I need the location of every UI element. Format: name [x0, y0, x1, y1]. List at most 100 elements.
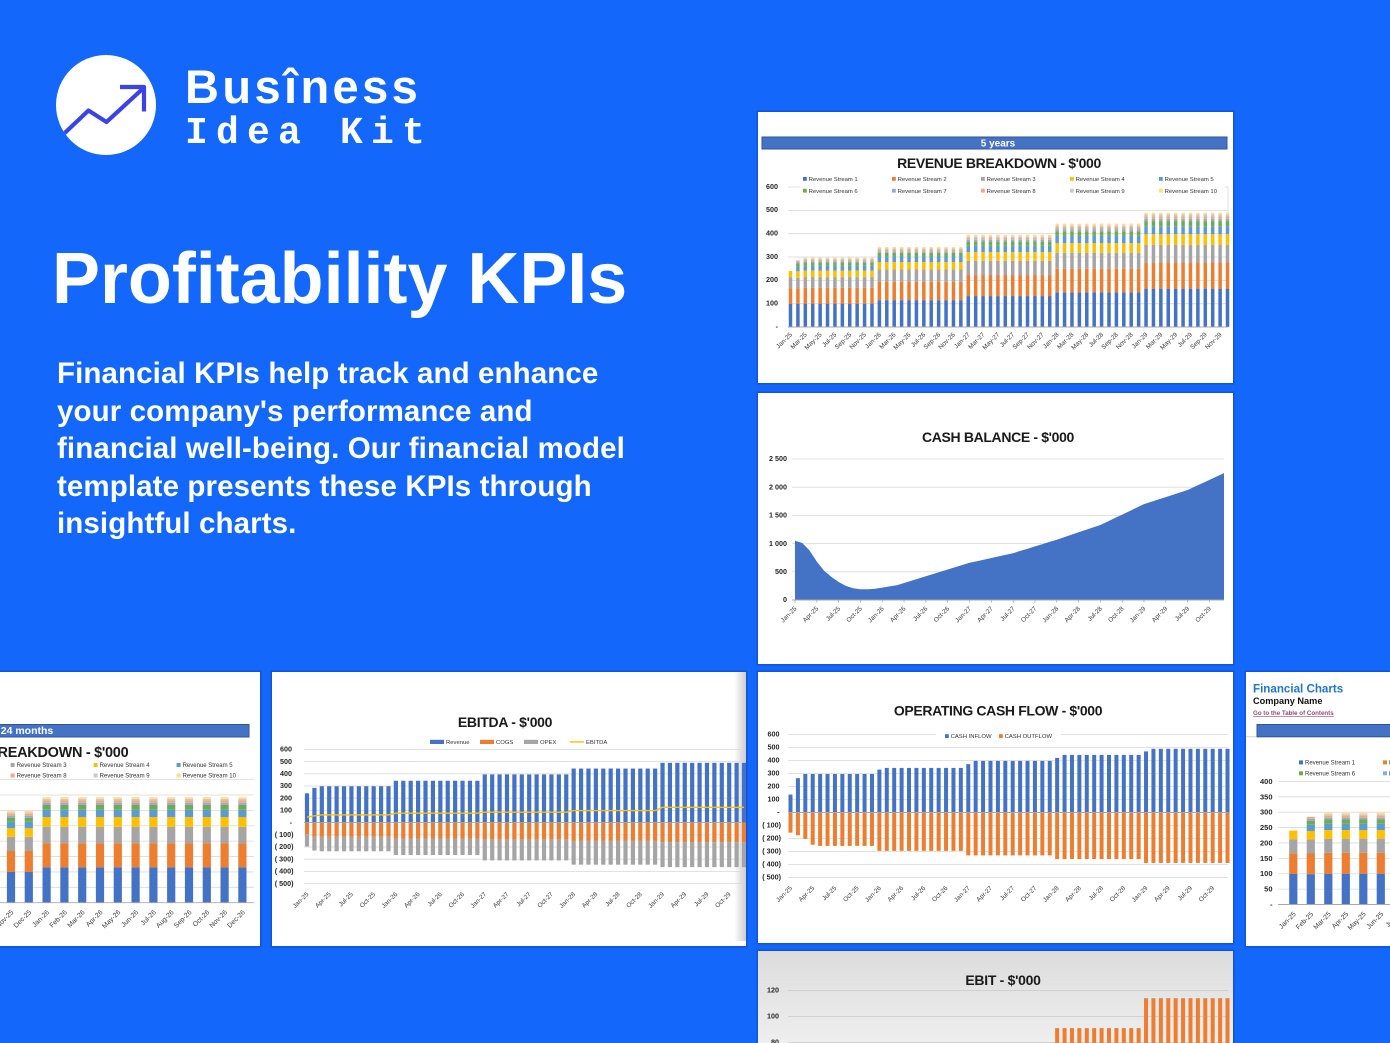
- svg-text:Apr-26: Apr-26: [889, 605, 908, 624]
- svg-text:400: 400: [1260, 777, 1273, 786]
- svg-text:Apr-26: Apr-26: [887, 885, 906, 904]
- svg-text:( 300): ( 300): [762, 847, 781, 856]
- svg-text:EBITDA: EBITDA: [586, 740, 607, 746]
- svg-text:Apr-27: Apr-27: [976, 605, 995, 624]
- svg-text:500: 500: [280, 757, 292, 766]
- svg-text:Oct-27: Oct-27: [1020, 605, 1039, 624]
- svg-text:300: 300: [280, 781, 292, 790]
- svg-text:( 500): ( 500): [762, 873, 781, 882]
- svg-text:Sep-26: Sep-26: [173, 909, 194, 930]
- svg-text:Revenue Stream 3: Revenue Stream 3: [17, 763, 68, 769]
- svg-text:400: 400: [766, 228, 778, 237]
- svg-text:Revenue Stream 3: Revenue Stream 3: [987, 177, 1037, 183]
- svg-text:Nov-27: Nov-27: [1026, 331, 1046, 351]
- svg-text:( 200): ( 200): [762, 834, 781, 843]
- svg-text:Nov-26: Nov-26: [209, 909, 230, 930]
- svg-text:CASH BALANCE - $'000: CASH BALANCE - $'000: [922, 429, 1074, 445]
- svg-text:Revenue Stream 9: Revenue Stream 9: [100, 774, 151, 780]
- svg-text:Oct-26: Oct-26: [931, 885, 950, 904]
- svg-text:Dec-25: Dec-25: [13, 909, 34, 930]
- svg-text:Jun-26: Jun-26: [120, 909, 140, 929]
- svg-text:200: 200: [768, 782, 780, 791]
- svg-text:100: 100: [766, 298, 778, 307]
- svg-text:Jan-26: Jan-26: [867, 605, 886, 624]
- svg-text:0: 0: [783, 595, 787, 604]
- svg-text:Nov-29: Nov-29: [1204, 331, 1224, 351]
- svg-text:Jul-25: Jul-25: [1385, 911, 1390, 929]
- svg-text:CASH OUTFLOW: CASH OUTFLOW: [1005, 734, 1053, 740]
- svg-text:( 400): ( 400): [762, 860, 781, 869]
- svg-text:Jan-28: Jan-28: [1042, 885, 1061, 904]
- svg-text:Dec-26: Dec-26: [226, 909, 247, 930]
- svg-text:400: 400: [280, 769, 292, 778]
- svg-text:Revenue Stream 8: Revenue Stream 8: [987, 189, 1037, 195]
- svg-text:120: 120: [767, 986, 779, 995]
- svg-text:-: -: [776, 322, 779, 331]
- svg-text:Oct-28: Oct-28: [1109, 885, 1128, 904]
- svg-text:Oct-29: Oct-29: [1198, 885, 1217, 904]
- svg-text:( 500): ( 500): [275, 879, 294, 888]
- svg-text:300: 300: [768, 769, 780, 778]
- svg-text:500: 500: [768, 743, 780, 752]
- svg-text:350: 350: [1260, 792, 1273, 801]
- svg-text:Jul-29: Jul-29: [1174, 605, 1192, 623]
- svg-text:2 500: 2 500: [769, 454, 787, 463]
- svg-text:1 500: 1 500: [769, 511, 787, 520]
- svg-text:Mar-26: Mar-26: [66, 909, 86, 929]
- svg-text:Apr-29: Apr-29: [1151, 605, 1170, 624]
- svg-text:Revenue Stream 2: Revenue Stream 2: [898, 177, 947, 183]
- svg-text:Feb-26: Feb-26: [49, 909, 69, 929]
- svg-text:Revenue Stream 6: Revenue Stream 6: [809, 189, 859, 195]
- svg-text:500: 500: [766, 205, 778, 214]
- svg-text:Jul-27: Jul-27: [999, 885, 1017, 903]
- svg-text:Oct-27: Oct-27: [1020, 885, 1039, 904]
- svg-text:200: 200: [1260, 838, 1273, 847]
- svg-text:May-28: May-28: [1070, 331, 1090, 351]
- svg-text:600: 600: [280, 745, 292, 754]
- svg-text:Jan-27: Jan-27: [953, 885, 972, 904]
- svg-text:( 300): ( 300): [275, 854, 294, 863]
- svg-text:Jan-25: Jan-25: [1278, 911, 1298, 931]
- svg-text:-: -: [1270, 900, 1273, 909]
- svg-text:150: 150: [1260, 854, 1273, 863]
- svg-text:( 100): ( 100): [762, 821, 781, 830]
- svg-text:100: 100: [767, 1012, 779, 1021]
- svg-text:COGS: COGS: [496, 740, 513, 746]
- svg-text:Revenue Stream 10: Revenue Stream 10: [183, 774, 237, 780]
- svg-text:Apr-27: Apr-27: [975, 885, 994, 904]
- svg-text:-: -: [290, 818, 293, 827]
- svg-text:Aug-26: Aug-26: [155, 909, 176, 930]
- svg-text:Oct-28: Oct-28: [1107, 605, 1126, 624]
- svg-text:Apr-28: Apr-28: [1064, 885, 1083, 904]
- svg-text:Apr-28: Apr-28: [1063, 605, 1082, 624]
- svg-text:May-29: May-29: [1159, 331, 1179, 351]
- svg-text:May-26: May-26: [892, 331, 912, 351]
- svg-text:Revenue Stream 5: Revenue Stream 5: [1165, 177, 1215, 183]
- svg-text:100: 100: [1260, 869, 1273, 878]
- svg-text:1 000: 1 000: [769, 539, 787, 548]
- svg-text:Go to the Table of Contents: Go to the Table of Contents: [1253, 710, 1334, 717]
- svg-text:500: 500: [775, 567, 787, 576]
- svg-text:Nov-26: Nov-26: [937, 331, 957, 351]
- svg-text:50: 50: [1264, 885, 1272, 894]
- svg-text:24 months: 24 months: [1, 725, 54, 737]
- svg-text:May-26: May-26: [101, 909, 122, 930]
- svg-text:Revenue Stream 5: Revenue Stream 5: [183, 763, 234, 769]
- svg-text:Oct-25: Oct-25: [845, 605, 864, 624]
- svg-text:Mar-25: Mar-25: [1313, 911, 1333, 931]
- svg-text:200: 200: [280, 793, 292, 802]
- svg-text:2 000: 2 000: [769, 482, 787, 491]
- svg-text:( 100): ( 100): [275, 830, 294, 839]
- svg-text:Revenue Stream 10: Revenue Stream 10: [1165, 189, 1218, 195]
- svg-text:Revenue: Revenue: [446, 740, 470, 746]
- svg-text:Jan-26: Jan-26: [31, 909, 51, 929]
- svg-text:Apr-25: Apr-25: [798, 885, 817, 904]
- svg-text:Jul-26: Jul-26: [910, 885, 928, 903]
- svg-text:Jul-26: Jul-26: [912, 605, 930, 623]
- svg-text:Jan-25: Jan-25: [780, 605, 799, 624]
- svg-text:Jun-25: Jun-25: [1366, 911, 1386, 931]
- svg-text:Jan-25: Jan-25: [775, 885, 794, 904]
- svg-text:OPERATING CASH FLOW - $'000: OPERATING CASH FLOW - $'000: [894, 703, 1103, 719]
- svg-text:400: 400: [768, 756, 780, 765]
- svg-text:Revenue Stream 7: Revenue Stream 7: [898, 189, 947, 195]
